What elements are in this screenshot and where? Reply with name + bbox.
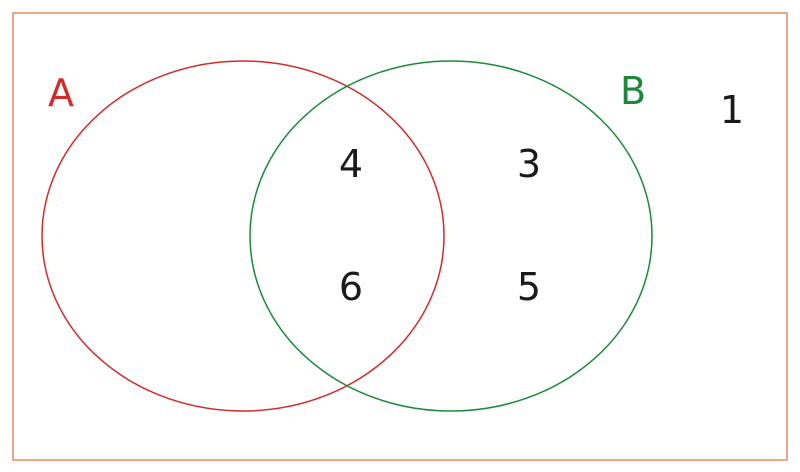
intersection-element: 4: [339, 142, 363, 186]
set-b-label: B: [620, 69, 646, 113]
set-a-label: A: [48, 71, 74, 115]
universal-set-border: [12, 12, 788, 461]
set-a-circle: [41, 60, 445, 412]
set-b-circle: [249, 60, 653, 412]
b-only-element: 3: [517, 142, 541, 186]
outside-element: 1: [720, 88, 744, 132]
b-only-element: 5: [517, 265, 541, 309]
intersection-element: 6: [339, 265, 363, 309]
